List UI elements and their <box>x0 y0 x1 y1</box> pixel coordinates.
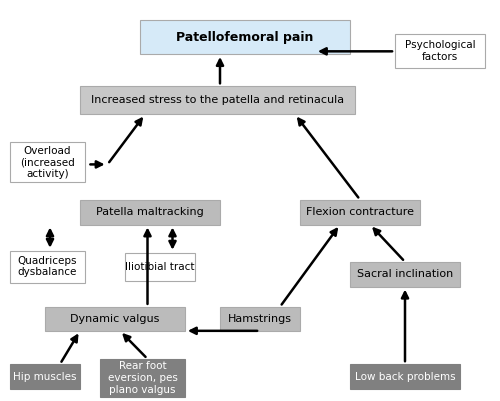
FancyBboxPatch shape <box>300 200 420 225</box>
FancyBboxPatch shape <box>350 262 460 287</box>
FancyBboxPatch shape <box>100 359 185 397</box>
Text: Rear foot
eversion, pes
plano valgus: Rear foot eversion, pes plano valgus <box>108 361 178 395</box>
Text: Quadriceps
dysbalance: Quadriceps dysbalance <box>18 256 77 277</box>
Text: Flexion contracture: Flexion contracture <box>306 207 414 217</box>
Text: Increased stress to the patella and retinacula: Increased stress to the patella and reti… <box>91 95 344 105</box>
FancyBboxPatch shape <box>125 253 195 281</box>
Text: Iliotibial tract: Iliotibial tract <box>125 262 195 271</box>
FancyBboxPatch shape <box>140 20 350 54</box>
FancyBboxPatch shape <box>10 364 80 389</box>
Text: Hip muscles: Hip muscles <box>14 372 77 381</box>
Text: Low back problems: Low back problems <box>354 372 456 381</box>
FancyBboxPatch shape <box>10 251 85 283</box>
FancyBboxPatch shape <box>80 200 220 225</box>
Text: Psychological
factors: Psychological factors <box>404 41 475 62</box>
FancyBboxPatch shape <box>220 307 300 331</box>
FancyBboxPatch shape <box>80 86 355 114</box>
FancyBboxPatch shape <box>10 142 85 182</box>
Text: Patellofemoral pain: Patellofemoral pain <box>176 30 314 44</box>
Text: Sacral inclination: Sacral inclination <box>357 269 453 279</box>
Text: Overload
(increased
activity): Overload (increased activity) <box>20 146 75 179</box>
FancyBboxPatch shape <box>350 364 460 389</box>
Text: Dynamic valgus: Dynamic valgus <box>70 314 160 324</box>
Text: Patella maltracking: Patella maltracking <box>96 207 204 217</box>
Text: Hamstrings: Hamstrings <box>228 314 292 324</box>
FancyBboxPatch shape <box>45 307 185 331</box>
FancyBboxPatch shape <box>395 34 485 68</box>
